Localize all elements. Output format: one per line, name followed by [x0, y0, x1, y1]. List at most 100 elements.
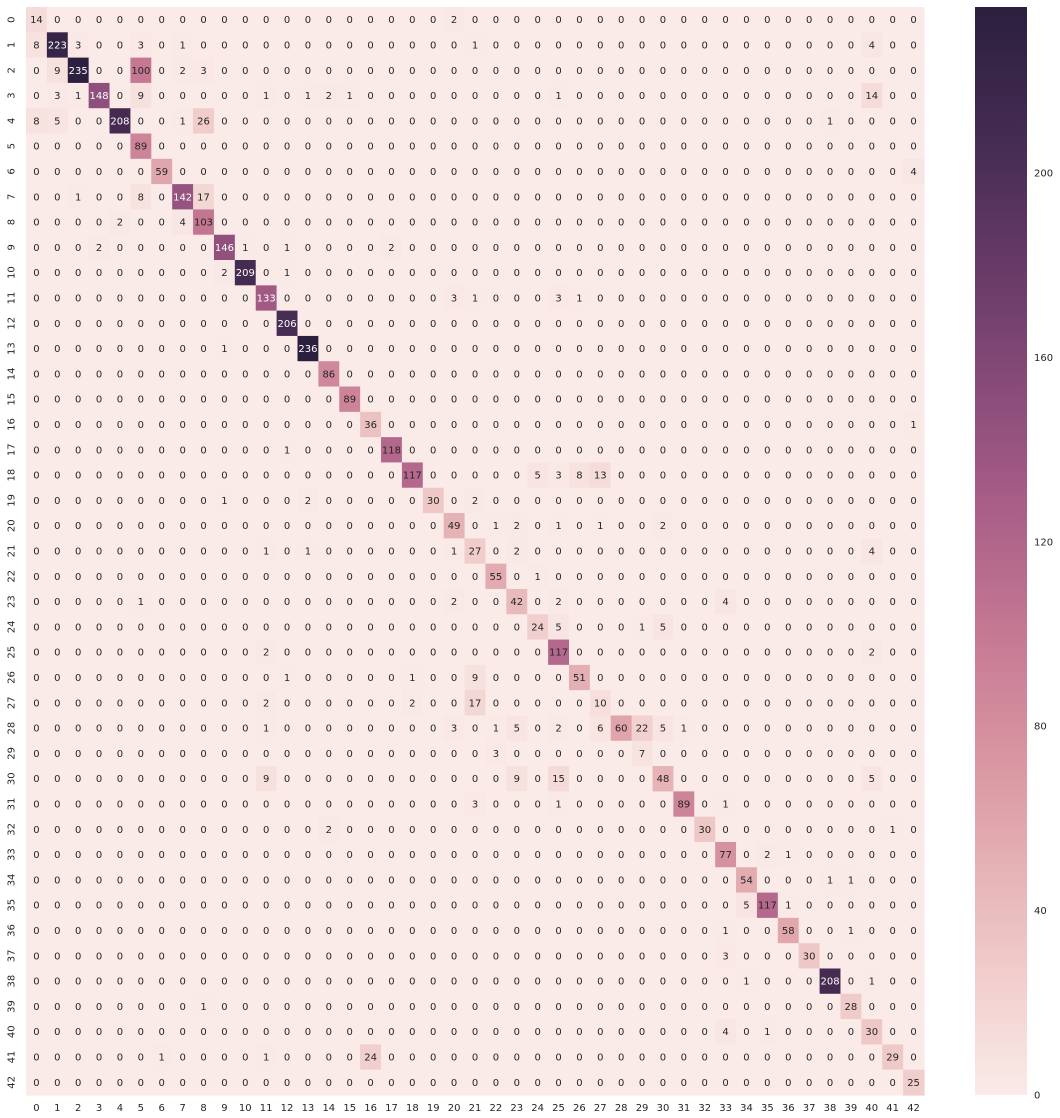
cell-value-r20-c24: 0: [534, 521, 540, 532]
cell-value-r25-c37: 0: [806, 648, 812, 659]
cell-value-r34-c10: 0: [242, 875, 248, 886]
cell-value-r37-c36: 0: [785, 951, 791, 962]
cell-value-r32-c40: 0: [869, 825, 875, 836]
heatmap-cell-r0-c26: [568, 7, 591, 33]
cell-value-r9-c24: 0: [534, 243, 540, 254]
x-tick-label-40: 40: [865, 1103, 878, 1114]
cell-value-r6-c18: 0: [409, 167, 415, 178]
cell-value-r12-c25: 0: [555, 319, 561, 330]
cell-value-r10-c26: 0: [576, 268, 582, 279]
cell-value-r25-c35: 0: [764, 648, 770, 659]
cell-value-r29-c35: 0: [764, 749, 770, 760]
cell-value-r18-c15: 0: [347, 471, 353, 482]
heatmap-cell-r15-c18: [401, 386, 424, 413]
cell-value-r3-c3: 148: [90, 91, 109, 102]
heatmap-cell-r1-c6: [151, 32, 173, 59]
cell-value-r18-c33: 0: [722, 471, 728, 482]
cell-value-r13-c19: 0: [430, 344, 436, 355]
heatmap-cell-r16-c31: [673, 411, 695, 438]
heatmap-cell-r5-c25: [548, 133, 570, 160]
cell-value-r11-c7: 0: [179, 293, 185, 304]
heatmap-cell-r1-c40: [861, 32, 883, 59]
cell-value-r30-c32: 0: [702, 774, 708, 785]
cell-value-r35-c38: 0: [827, 901, 833, 912]
heatmap-cell-r0-c5: [130, 7, 152, 33]
heatmap-cell-r12-c19: [422, 310, 445, 337]
cell-value-r4-c37: 0: [806, 116, 812, 127]
cell-value-r2-c0: 0: [33, 66, 39, 77]
cell-value-r24-c1: 0: [54, 622, 60, 633]
heatmap-cell-r8-c38: [819, 209, 842, 236]
cell-value-r3-c39: 0: [848, 91, 854, 102]
cell-value-r23-c8: 0: [200, 597, 206, 608]
cell-value-r28-c3: 0: [96, 724, 102, 735]
cell-value-r22-c26: 0: [576, 572, 582, 583]
heatmap-cell-r9-c16: [360, 234, 382, 261]
heatmap-cell-r8-c13: [297, 209, 319, 236]
cell-value-r41-c25: 0: [555, 1053, 561, 1064]
cell-value-r12-c31: 0: [681, 319, 687, 330]
heatmap-cell-r9-c36: [777, 234, 800, 261]
cell-value-r30-c28: 0: [618, 774, 624, 785]
heatmap-cell-r4-c7: [172, 108, 194, 135]
cell-value-r28-c17: 0: [388, 724, 394, 735]
cell-value-r12-c38: 0: [827, 319, 833, 330]
cell-value-r26-c36: 0: [785, 673, 791, 684]
cell-value-r31-c2: 0: [75, 800, 81, 811]
cell-value-r11-c4: 0: [117, 293, 123, 304]
cell-value-r37-c4: 0: [117, 951, 123, 962]
heatmap-cell-r8-c31: [673, 209, 695, 236]
cell-value-r5-c17: 0: [388, 142, 394, 153]
heatmap-cell-r10-c33: [715, 260, 737, 286]
y-tick-label-35: 35: [7, 899, 18, 912]
cell-value-r29-c28: 0: [618, 749, 624, 760]
heatmap-cell-r5-c36: [777, 133, 800, 160]
cell-value-r17-c6: 0: [159, 445, 165, 456]
cell-value-r28-c8: 0: [200, 724, 206, 735]
cell-value-r15-c21: 0: [472, 395, 478, 406]
cell-value-r6-c3: 0: [96, 167, 102, 178]
cell-value-r13-c20: 0: [451, 344, 457, 355]
heatmap-cell-r16-c12: [276, 411, 299, 438]
heatmap-cell-r8-c19: [422, 209, 445, 236]
cell-value-r20-c14: 0: [326, 521, 332, 532]
cell-value-r31-c20: 0: [451, 800, 457, 811]
cell-value-r24-c32: 0: [702, 622, 708, 633]
cell-value-r27-c35: 0: [764, 698, 770, 709]
cell-value-r21-c9: 0: [221, 547, 227, 558]
cell-value-r3-c8: 0: [200, 91, 206, 102]
heatmap-cell-r9-c7: [172, 234, 194, 261]
cell-value-r29-c34: 0: [743, 749, 749, 760]
cell-value-r24-c26: 0: [576, 622, 582, 633]
heatmap-cell-r10-c20: [443, 260, 466, 286]
cell-value-r11-c13: 0: [305, 293, 311, 304]
heatmap-cell-r15-c37: [798, 386, 821, 413]
cell-value-r20-c40: 0: [869, 521, 875, 532]
heatmap-cell-r13-c11: [255, 335, 278, 362]
cell-value-r6-c13: 0: [305, 167, 311, 178]
heatmap-cell-r2-c38: [819, 57, 842, 84]
heatmap-cell-r0-c6: [151, 7, 173, 33]
cell-value-r19-c29: 0: [639, 496, 645, 507]
cell-value-r10-c3: 0: [96, 268, 102, 279]
heatmap-cell-r15-c4: [109, 386, 132, 413]
cell-value-r22-c5: 0: [138, 572, 144, 583]
cell-value-r14-c24: 0: [534, 369, 540, 380]
cell-value-r7-c35: 0: [764, 192, 770, 203]
heatmap-cell-r15-c16: [360, 386, 382, 413]
heatmap-cell-r6-c15: [339, 158, 361, 185]
cell-value-r0-c6: 0: [159, 15, 165, 26]
cell-value-r22-c10: 0: [242, 572, 248, 583]
cell-value-r13-c0: 0: [33, 344, 39, 355]
cell-value-r8-c23: 0: [514, 218, 520, 229]
cell-value-r24-c9: 0: [221, 622, 227, 633]
cell-value-r20-c27: 1: [597, 521, 603, 532]
cell-value-r36-c23: 0: [514, 926, 520, 937]
cell-value-r24-c25: 5: [555, 622, 561, 633]
cell-value-r5-c40: 0: [869, 142, 875, 153]
heatmap-cell-r14-c39: [840, 361, 862, 388]
heatmap-cell-r1-c8: [193, 32, 215, 59]
cell-value-r10-c12: 1: [284, 268, 290, 279]
cell-value-r31-c32: 0: [702, 800, 708, 811]
cell-value-r1-c21: 1: [472, 40, 478, 51]
